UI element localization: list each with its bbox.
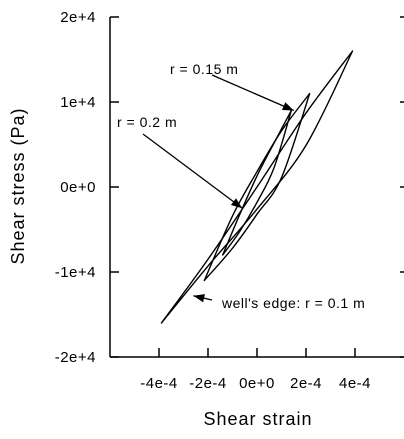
annotation-2-arrow-line	[142, 133, 243, 209]
annotation-label-2: r = 0.2 m	[117, 114, 177, 130]
x-tick-label: 0e+0	[239, 375, 275, 392]
hysteresis-loop-1	[160, 50, 354, 324]
y-tick-label: 1e+4	[60, 94, 96, 111]
y-tick-label: 2e+4	[60, 9, 96, 26]
y-tick-label: -2e+4	[55, 349, 96, 366]
x-tick-label: 4e-4	[339, 375, 371, 392]
annotation-layer: r = 0.15 m r = 0.2 m well's edge: r = 0.1 …	[117, 61, 365, 311]
annotation-1-arrow-head	[281, 102, 294, 111]
series-layer	[160, 50, 354, 324]
annotation-3-arrow-head	[193, 294, 205, 303]
y-tick-label: 0e+0	[60, 179, 96, 196]
x-tick-label: -2e-4	[189, 375, 227, 392]
y-tick-label: -1e+4	[55, 264, 96, 281]
annotation-label-3: well's edge: r = 0.1 m	[221, 295, 365, 311]
x-tick-label: 2e-4	[290, 375, 322, 392]
hysteresis-loop-3	[222, 109, 292, 256]
y-axis-label: Shear stress (Pa)	[8, 107, 28, 264]
annotation-2-arrow-head	[230, 198, 243, 209]
x-axis-label: Shear strain	[203, 409, 312, 429]
x-tick-label: -4e-4	[140, 375, 178, 392]
tick-layer: 2e+4 1e+4 0e+0 -1e+4 -2e+4 -4e-4 -2e-4 0e+0 2e-4…	[55, 9, 404, 392]
annotation-label-1: r = 0.15 m	[170, 61, 238, 77]
annotation-1-arrow-line	[211, 74, 295, 112]
